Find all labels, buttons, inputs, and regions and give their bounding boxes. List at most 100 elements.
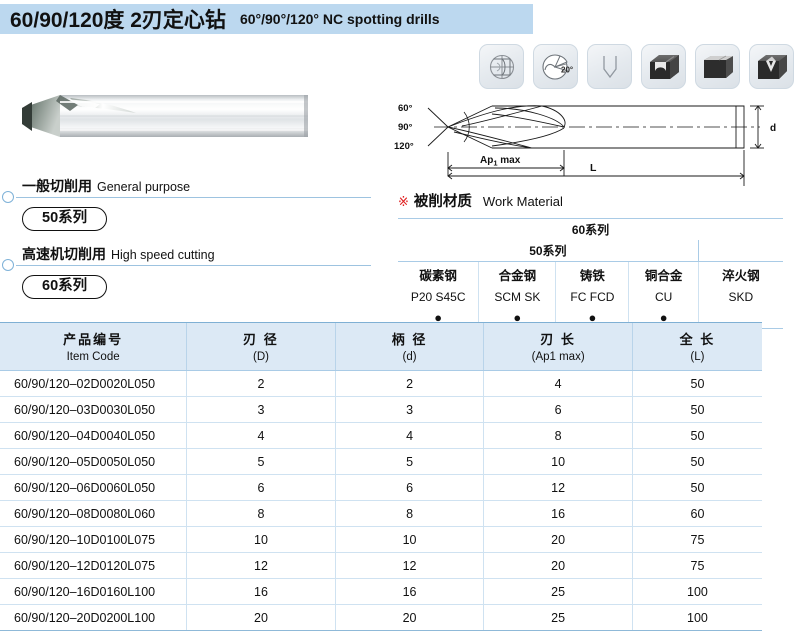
- work-material-heading: ※ 被削材质 Work Material: [398, 190, 783, 211]
- cell-item-code: 60/90/120–03D0030L050: [0, 396, 187, 423]
- series-badge-50: 50系列: [22, 207, 108, 232]
- series-badge-60: 60系列: [22, 275, 108, 300]
- cell-shank-diameter: 4: [334, 422, 484, 449]
- cell-flute-length: 25: [483, 604, 633, 631]
- work-material-name-row: 碳素钢 合金钢 铸铁 铜合金 淬火钢: [398, 261, 783, 286]
- material-name-0: 碳素钢: [398, 261, 479, 286]
- cell-item-code: 60/90/120–06D0060L050: [0, 474, 187, 501]
- cell-item-code: 60/90/120–16D0160L100: [0, 578, 187, 605]
- table-row: 60/90/120–02D0020L050 2 2 4 50: [0, 370, 762, 397]
- legend-row-highspeed: 高速机切削用 High speed cutting: [0, 244, 380, 275]
- table-row: 60/90/120–20D0200L100 20 20 25 100: [0, 604, 762, 631]
- cell-shank-diameter: 10: [334, 526, 484, 553]
- cell-flute-length: 4: [483, 370, 633, 397]
- legend-label-en-general: General purpose: [97, 180, 191, 194]
- cell-item-code: 60/90/120–08D0080L060: [0, 500, 187, 527]
- legend-rule: [16, 265, 371, 266]
- spec-header-cutting-diameter: 刃 径 (D): [186, 322, 336, 371]
- v-point-profile-icon: [587, 44, 632, 89]
- cell-overall-length: 100: [631, 604, 762, 631]
- table-row: 60/90/120–16D0160L100 16 16 25 100: [0, 578, 762, 605]
- cell-cutting-diameter: 16: [186, 578, 336, 605]
- series-legend: 一般切削用 General purpose 50系列 高速机切削用 High spe…: [0, 176, 380, 312]
- cell-item-code: 60/90/120–05D0050L050: [0, 448, 187, 475]
- cell-flute-length: 6: [483, 396, 633, 423]
- workpiece-chamfer-step-icon: [695, 44, 740, 89]
- cell-shank-diameter: 16: [334, 578, 484, 605]
- cell-overall-length: 75: [631, 526, 762, 553]
- cell-overall-length: 50: [631, 474, 762, 501]
- cell-cutting-diameter: 4: [186, 422, 336, 449]
- cell-shank-diameter: 6: [334, 474, 484, 501]
- spec-header-row: 产品编号 Item Code 刃 径 (D) 柄 径 (d) 刃 长 (Ap1 …: [0, 322, 762, 371]
- cell-flute-length: 10: [483, 448, 633, 475]
- work-material-table: 60系列 50系列 碳素钢 合金钢 铸铁 铜合金 淬火钢 P20 S45C SC…: [398, 218, 783, 329]
- cell-flute-length: 8: [483, 422, 633, 449]
- specification-table: 产品编号 Item Code 刃 径 (D) 柄 径 (d) 刃 长 (Ap1 …: [0, 322, 762, 631]
- cell-cutting-diameter: 8: [186, 500, 336, 527]
- cell-overall-length: 50: [631, 370, 762, 397]
- cell-cutting-diameter: 12: [186, 552, 336, 579]
- end-view-cross-section-icon: [479, 44, 524, 89]
- material-code-3: CU: [628, 286, 699, 307]
- rake-angle-label: 20°: [561, 65, 573, 74]
- cell-overall-length: 50: [631, 448, 762, 475]
- angle-label-90: 90°: [398, 122, 413, 133]
- dim-label-ap: Ap: [480, 155, 493, 166]
- material-code-4: SKD: [697, 286, 783, 307]
- cell-shank-diameter: 3: [334, 396, 484, 423]
- cell-shank-diameter: 2: [334, 370, 484, 397]
- cell-overall-length: 60: [631, 500, 762, 527]
- angle-label-60: 60°: [398, 103, 413, 114]
- cell-item-code: 60/90/120–04D0040L050: [0, 422, 187, 449]
- legend-row-general: 一般切削用 General purpose: [0, 176, 380, 207]
- material-name-3: 铜合金: [628, 261, 699, 286]
- cell-shank-diameter: 12: [334, 552, 484, 579]
- feature-icon-strip: 20°: [479, 44, 794, 89]
- technical-drawing: 60° 90° 120° d Ap1 max: [392, 92, 796, 188]
- product-photo: [8, 86, 380, 172]
- legend-bullet-icon: [2, 191, 14, 203]
- workpiece-curved-slot-icon: [641, 44, 686, 89]
- dim-label-L: L: [590, 162, 597, 174]
- cell-flute-length: 20: [483, 552, 633, 579]
- band-spacer: [698, 240, 783, 262]
- dim-label-ap-sub: 1: [493, 159, 497, 168]
- spec-table-body: 60/90/120–02D0020L050 2 2 4 50 60/90/120…: [0, 370, 762, 631]
- dim-label-d: d: [770, 123, 776, 134]
- legend-rule: [16, 197, 371, 198]
- material-code-2: FC FCD: [555, 286, 629, 307]
- cell-shank-diameter: 20: [334, 604, 484, 631]
- page-title-cn: 60/90/120度 2刃定心钻: [10, 9, 226, 32]
- specification-table-wrap: 产品编号 Item Code 刃 径 (D) 柄 径 (d) 刃 长 (Ap1 …: [0, 322, 762, 631]
- angle-label-120: 120°: [394, 141, 414, 152]
- cell-overall-length: 50: [631, 422, 762, 449]
- work-material-code-row: P20 S45C SCM SK FC FCD CU SKD: [398, 286, 783, 307]
- work-material-section: ※ 被削材质 Work Material 60系列 50系列 碳素钢 合金钢 铸…: [398, 190, 783, 329]
- series-badge-row-60: 60系列: [0, 275, 380, 312]
- band-label-60: 60系列: [398, 218, 783, 240]
- cell-item-code: 60/90/120–02D0020L050: [0, 370, 187, 397]
- table-row: 60/90/120–08D0080L060 8 8 16 60: [0, 500, 762, 527]
- cell-shank-diameter: 8: [334, 500, 484, 527]
- cell-shank-diameter: 5: [334, 448, 484, 475]
- page-title-band: 60/90/120度 2刃定心钻 60°/90°/120° NC spottin…: [0, 4, 533, 34]
- cell-flute-length: 16: [483, 500, 633, 527]
- cell-overall-length: 75: [631, 552, 762, 579]
- work-material-title-cn: 被削材质: [413, 194, 472, 210]
- cell-item-code: 60/90/120–10D0100L075: [0, 526, 187, 553]
- table-row: 60/90/120–04D0040L050 4 4 8 50: [0, 422, 762, 449]
- table-row: 60/90/120–12D0120L075 12 12 20 75: [0, 552, 762, 579]
- table-row: 60/90/120–05D0050L050 5 5 10 50: [0, 448, 762, 475]
- material-code-1: SCM SK: [478, 286, 556, 307]
- asterisk-mark-icon: ※: [398, 194, 409, 209]
- table-row: 60/90/120–10D0100L075 10 10 20 75: [0, 526, 762, 553]
- cell-overall-length: 100: [631, 578, 762, 605]
- cell-cutting-diameter: 10: [186, 526, 336, 553]
- legend-label-en-highspeed: High speed cutting: [111, 248, 215, 262]
- material-code-0: P20 S45C: [410, 289, 466, 304]
- cell-cutting-diameter: 2: [186, 370, 336, 397]
- spec-header-item-code: 产品编号 Item Code: [0, 322, 187, 371]
- legend-bullet-icon: [2, 259, 14, 271]
- material-name-2: 铸铁: [555, 261, 629, 286]
